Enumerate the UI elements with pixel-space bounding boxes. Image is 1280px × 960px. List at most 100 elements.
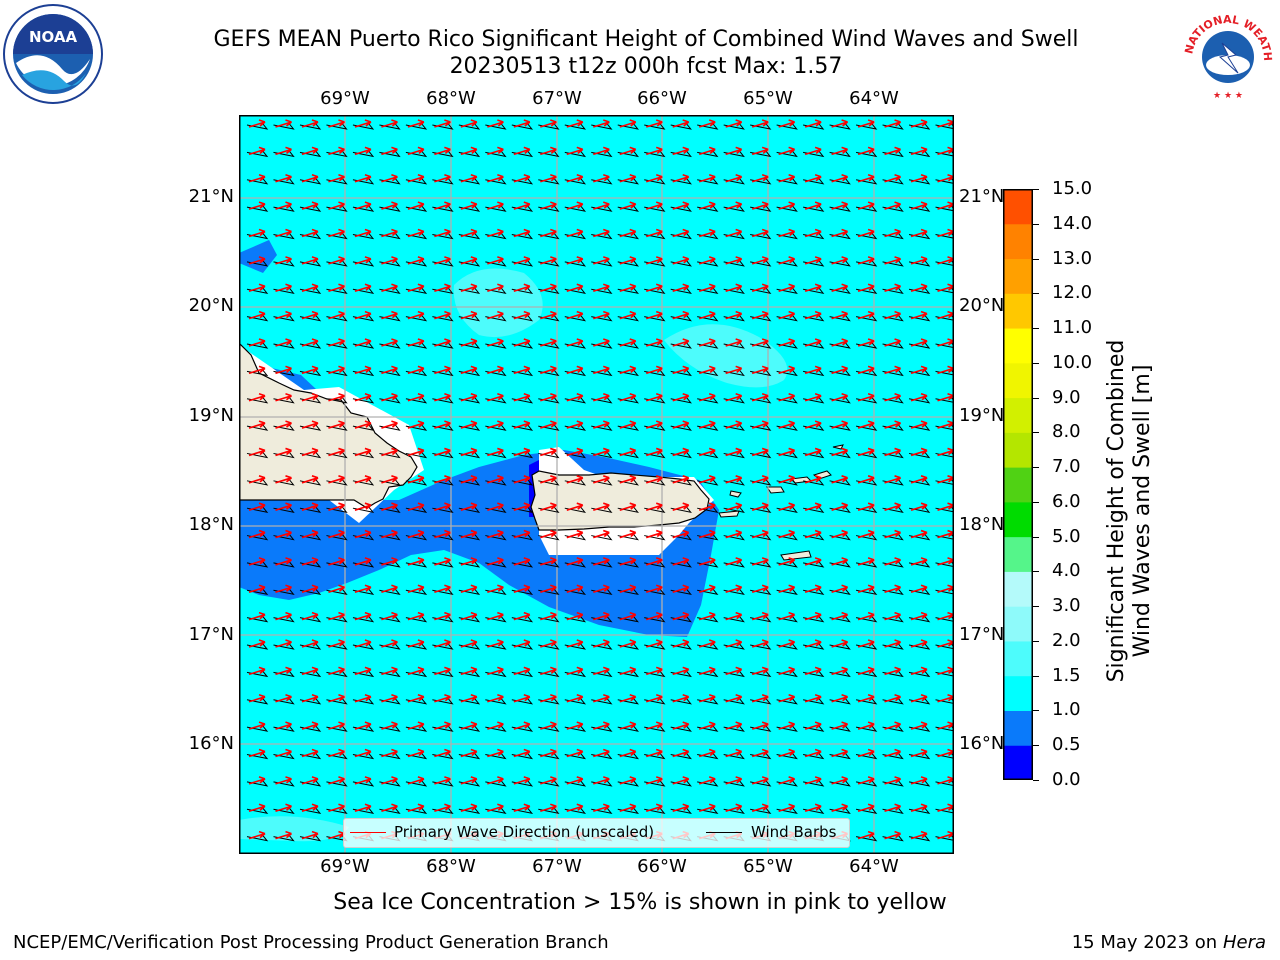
wave-direction-arrow [725, 119, 743, 128]
wave-direction-arrow [434, 611, 451, 621]
wave-direction-arrow [301, 475, 319, 484]
wave-direction-arrow [645, 803, 663, 813]
wave-direction-arrow [619, 776, 637, 785]
wave-direction-arrow [301, 365, 319, 375]
wave-direction-arrow [593, 776, 610, 785]
noaa-logo: NOAA [2, 3, 104, 105]
wave-direction-arrow [593, 392, 610, 402]
wave-direction-arrow [487, 420, 504, 429]
wave-direction-arrow [566, 283, 584, 292]
wave-direction-arrow [645, 310, 663, 320]
colorbar-bin [1003, 710, 1033, 746]
wave-direction-arrow [301, 146, 319, 156]
lon-bottom-label: 68°W [426, 856, 476, 877]
colorbar-tick-mark [1033, 571, 1039, 573]
wave-direction-legend-swatch [350, 832, 386, 833]
wave-direction-arrow [645, 611, 663, 621]
wave-direction-arrow [619, 694, 637, 703]
wave-direction-arrow [725, 557, 743, 566]
wave-direction-arrow [645, 502, 663, 511]
colorbar-tick-label: 9.0 [1052, 386, 1081, 408]
lat-left-label: 19°N [188, 405, 234, 426]
wave-direction-arrow [593, 420, 610, 429]
wave-direction-arrow [884, 611, 902, 621]
wave-direction-arrow [645, 666, 663, 676]
wave-direction-arrow [831, 748, 849, 758]
wave-direction-arrow [407, 584, 425, 594]
lat-left-label: 16°N [188, 733, 234, 754]
wave-direction-arrow [831, 639, 849, 648]
wave-direction-arrow [328, 666, 345, 676]
colorbar-tick-label: 4.0 [1052, 560, 1081, 582]
wave-direction-arrow [460, 611, 478, 621]
wave-direction-arrow [301, 283, 319, 292]
wave-direction-arrow [434, 776, 451, 785]
wave-direction-arrow [672, 173, 690, 183]
wave-direction-arrow [407, 639, 425, 648]
wave-height-contour-1p5-south [239, 816, 349, 842]
wave-direction-arrow [619, 502, 637, 511]
wave-direction-arrow [381, 392, 398, 402]
wave-direction-arrow [540, 584, 557, 594]
wave-direction-arrow [778, 776, 796, 785]
wave-direction-arrow [778, 420, 796, 429]
noaa-logo-text: NOAA [29, 28, 78, 46]
wave-direction-arrow [354, 228, 372, 238]
wave-direction-arrow [778, 146, 796, 156]
wave-direction-arrow [434, 447, 451, 457]
wave-direction-arrow [460, 420, 478, 429]
wave-direction-arrow [248, 201, 266, 210]
lon-top-label: 65°W [743, 88, 793, 109]
wave-direction-arrow [672, 392, 690, 402]
wave-direction-arrow [407, 392, 425, 402]
wave-direction-arrow [354, 447, 372, 457]
wave-direction-arrow [698, 283, 716, 292]
wave-direction-arrow [698, 201, 716, 210]
wave-direction-arrow [857, 694, 875, 703]
colorbar-tick-label: 8.0 [1052, 421, 1081, 443]
wave-direction-arrow [407, 173, 425, 183]
wave-direction-arrow [619, 611, 637, 621]
wave-direction-arrow [275, 611, 292, 621]
wave-direction-arrow [645, 776, 663, 785]
wave-direction-arrow [593, 748, 610, 758]
wave-direction-arrow [487, 146, 504, 156]
wave-direction-arrow [698, 392, 716, 402]
wave-direction-arrow [407, 420, 425, 429]
wave-direction-arrow [672, 338, 690, 347]
wave-direction-arrow [831, 201, 849, 210]
wave-direction-arrow [831, 365, 849, 375]
wave-direction-arrow [434, 201, 451, 210]
wave-direction-arrow [328, 529, 345, 539]
wave-direction-arrow [593, 639, 610, 648]
wave-direction-arrow [381, 256, 398, 265]
wave-direction-arrow [751, 201, 769, 210]
wave-direction-arrow [407, 502, 425, 511]
wave-direction-arrow [645, 119, 663, 128]
wave-direction-arrow [884, 420, 902, 429]
wave-direction-arrow [487, 119, 504, 128]
wave-direction-arrow [698, 173, 716, 183]
colorbar-bin [1003, 536, 1033, 572]
wave-direction-arrow [831, 146, 849, 156]
colorbar-tick-label: 0.0 [1052, 769, 1081, 790]
wave-direction-arrow [698, 557, 716, 566]
wave-direction-arrow [460, 748, 478, 758]
wave-direction-arrow [434, 146, 451, 156]
colorbar-tick-label: 12.0 [1052, 282, 1093, 304]
wave-direction-arrow [593, 803, 610, 813]
wave-direction-arrow [434, 557, 451, 566]
wave-direction-arrow [381, 721, 398, 730]
wave-direction-arrow [328, 748, 345, 758]
wave-direction-arrow [725, 228, 743, 238]
wave-direction-arrow [884, 173, 902, 183]
wave-direction-arrow [645, 256, 663, 265]
wave-direction-arrow [275, 201, 292, 210]
wave-direction-arrow [275, 502, 292, 511]
wave-direction-arrow [540, 146, 557, 156]
wave-direction-arrow [645, 694, 663, 703]
wave-direction-arrow [487, 748, 504, 758]
wave-direction-arrow [778, 256, 796, 265]
wave-direction-arrow [513, 694, 531, 703]
wave-direction-arrow [698, 748, 716, 758]
